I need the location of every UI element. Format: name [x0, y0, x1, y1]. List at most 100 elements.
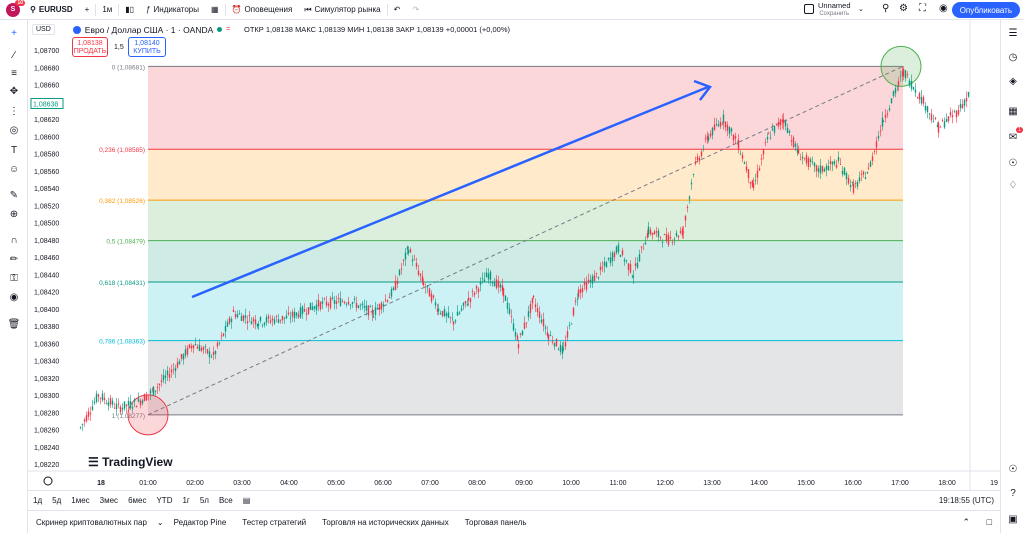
price-tick-label: 1,08620 [34, 117, 59, 124]
layout-checkbox[interactable] [804, 4, 814, 14]
candle-body [631, 275, 634, 278]
price-chart[interactable]: 0 (1,08681) 0,236 (1,08585) 0,382 (1,08526… [28, 20, 1000, 490]
tf-5d[interactable]: 5д [52, 496, 62, 505]
chart-type-button[interactable]: ▮▯ [119, 0, 140, 20]
zoom-in-icon[interactable]: ⊕ [9, 208, 19, 220]
fullscreen-icon[interactable]: ⛶ [919, 3, 926, 14]
user-avatar[interactable]: S 10 [6, 0, 25, 17]
text-icon[interactable]: T [10, 144, 18, 156]
candle-body [355, 302, 358, 308]
tf-all[interactable]: Все [218, 496, 233, 505]
tab-replay-trading[interactable]: Торговля на исторических данных [322, 517, 449, 527]
trash-icon[interactable]: 🗑 [7, 318, 21, 330]
menu-equals-icon[interactable]: = [226, 26, 231, 33]
alarm-clock-icon[interactable]: ◷ [1008, 51, 1018, 63]
pattern-icon[interactable]: ✥ [9, 85, 19, 97]
forecast-icon[interactable]: ⋮ [9, 105, 19, 117]
pencil-lock-icon[interactable]: ✏ [9, 253, 19, 265]
candle-body [732, 134, 735, 141]
crosshair-icon[interactable]: + [11, 27, 17, 39]
chevron-down-icon[interactable]: ⌄ [156, 517, 164, 527]
chat-icon[interactable]: ✉ 1 [1008, 127, 1023, 143]
currency-label[interactable]: USD [32, 24, 55, 35]
candle-body [523, 322, 526, 329]
maximize-icon[interactable]: □ [986, 517, 992, 527]
magnet-icon[interactable]: ∩ [10, 234, 18, 246]
ideas-icon[interactable]: ☉ [1008, 157, 1018, 169]
fib-anchor-end[interactable] [880, 45, 922, 87]
fib-trend-line[interactable] [147, 65, 904, 416]
fib-retracement-icon[interactable]: ≡ [11, 67, 17, 79]
candle-body [409, 249, 412, 253]
redo-button[interactable]: ↷ [406, 0, 425, 20]
trend-line-icon[interactable]: ∕ [13, 49, 15, 61]
candle-body [719, 121, 722, 127]
sell-button[interactable]: 1,08138 ПРОДАТЬ [72, 37, 108, 57]
candle-body [686, 207, 689, 209]
tf-1d[interactable]: 1д [33, 496, 43, 505]
indicators-button[interactable]: ƒ Индикаторы [146, 5, 200, 14]
symbol-title[interactable]: Евро / Доллар США · 1 · OANDA [84, 24, 214, 35]
tf-5y[interactable]: 5л [199, 496, 209, 505]
data-window-icon[interactable]: ▦ [1008, 105, 1018, 117]
candle-body [937, 122, 940, 133]
chart-pane[interactable]: 0 (1,08681) 0,236 (1,08585) 0,382 (1,08526… [28, 20, 1000, 490]
arrow-drawing[interactable] [191, 85, 709, 299]
eye-icon[interactable]: ◉ [9, 291, 19, 303]
chevron-down-icon[interactable]: ⌄ [858, 6, 864, 13]
publish-button[interactable]: Опубликовать [951, 2, 1020, 18]
candle-body [700, 151, 703, 157]
watchlist-icon[interactable]: ☰ [1008, 27, 1018, 39]
tradingview-watermark[interactable]: ☰ TradingView [88, 455, 173, 469]
price-tick-label: 1,08400 [34, 307, 59, 314]
candle-body [184, 349, 187, 356]
tab-crypto-screener[interactable]: Скринер криптовалютных пар [36, 517, 147, 527]
tf-3m[interactable]: 3мес [99, 496, 119, 505]
ruler-icon[interactable]: ✎ [9, 189, 19, 201]
interval-button[interactable]: 1м [102, 5, 113, 14]
layout-name[interactable]: Unnamed Сохранить [818, 1, 851, 18]
tf-1m[interactable]: 1мес [71, 496, 90, 505]
tf-1y[interactable]: 1г [182, 496, 190, 505]
emoji-icon[interactable]: ☺ [8, 163, 20, 175]
tf-ytd[interactable]: YTD [156, 496, 173, 505]
camera-icon[interactable]: ◉ [939, 3, 948, 14]
collapse-icon[interactable]: ⌃ [962, 516, 970, 527]
brush-icon[interactable]: ◎ [9, 124, 19, 136]
tf-6m[interactable]: 6мес [128, 496, 147, 505]
undo-button[interactable]: ↶ [388, 0, 407, 20]
candle-body [204, 346, 207, 348]
settings-axis-icon[interactable] [43, 476, 53, 486]
alerts-button[interactable]: ⏰ Оповещения [231, 5, 293, 14]
candle-body [222, 333, 225, 336]
candle-body [767, 133, 770, 135]
help-icon[interactable]: ? [1010, 487, 1016, 499]
candle-body [856, 181, 859, 187]
compass-icon[interactable]: ☉ [1008, 463, 1018, 475]
utc-clock[interactable]: 19:18:55 (UTC) [938, 496, 994, 505]
replay-button[interactable]: ⏮ Симулятор рынка [304, 4, 381, 15]
candle-body [835, 164, 838, 168]
candle-body [514, 332, 517, 337]
tab-strategy-tester[interactable]: Тестер стратегий [242, 517, 307, 527]
symbol-search-button[interactable]: ⚲ EURUSD [30, 5, 73, 14]
candle-body [613, 252, 616, 258]
tab-pine-editor[interactable]: Редактор Pine [173, 517, 227, 527]
quick-search-icon[interactable]: ⚲ [882, 3, 890, 14]
panel-toggle-icon[interactable]: ▣ [1008, 513, 1018, 525]
settings-gear-icon[interactable]: ⚙ [899, 3, 908, 14]
templates-button[interactable]: ▦ [205, 0, 225, 20]
candle-body [890, 98, 893, 104]
time-tick-label: 07:00 [421, 480, 439, 487]
candle-body [707, 136, 710, 141]
buy-button[interactable]: 1,08140 КУПИТЬ [128, 37, 166, 57]
candle-body [912, 87, 915, 90]
tab-trading-panel[interactable]: Торговая панель [464, 517, 527, 527]
lock-icon[interactable]: ⚿ [10, 272, 18, 284]
add-symbol-button[interactable]: + [84, 5, 90, 14]
candle-body [531, 298, 534, 304]
candle-body [525, 322, 528, 324]
bell-icon[interactable]: ♢ [1008, 179, 1018, 191]
layers-icon[interactable]: ◈ [1009, 75, 1017, 87]
date-range-icon[interactable]: ▤ [242, 496, 251, 505]
